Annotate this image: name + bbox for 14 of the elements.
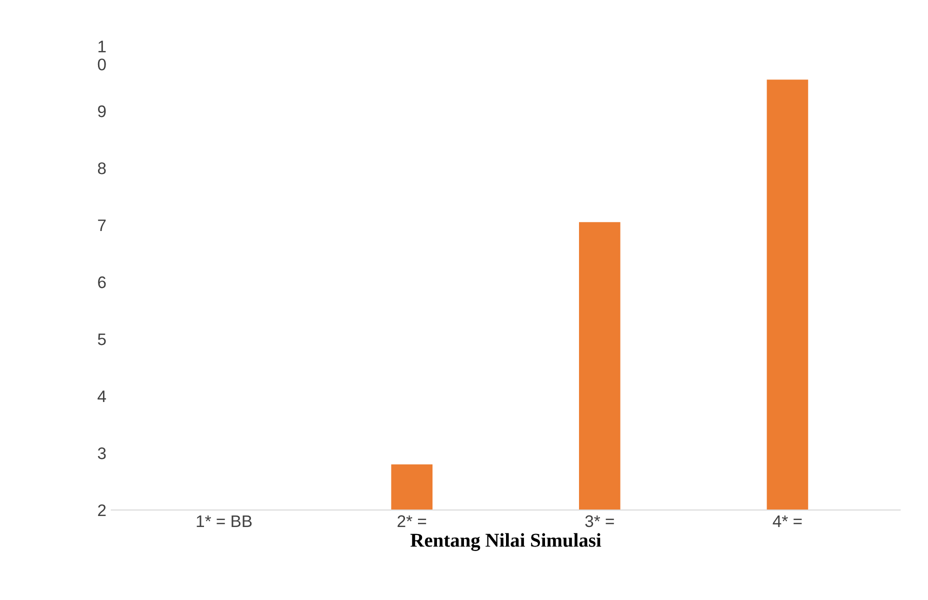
y-tick-label: 2 [98, 504, 106, 516]
x-tick-label: 4* = [772, 515, 802, 527]
x-tick-label: 1* = BB [196, 515, 252, 527]
x-tick-label: 3* = [585, 515, 614, 528]
y-tick-label: 6 [98, 276, 106, 288]
y-tick-label: 4 [98, 390, 106, 402]
y-tick-label: 8 [98, 162, 106, 174]
y-tick-label: 1 0 [98, 40, 106, 70]
x-axis-title: Rentang Nilai Simulasi [410, 533, 602, 551]
y-tick-label: 3 [98, 447, 106, 460]
y-tick-label: 5 [98, 334, 106, 346]
y-tick-label: 7 [98, 220, 106, 232]
x-tick-label: 2* = [398, 515, 426, 527]
y-tick-label: 9 [98, 105, 106, 118]
